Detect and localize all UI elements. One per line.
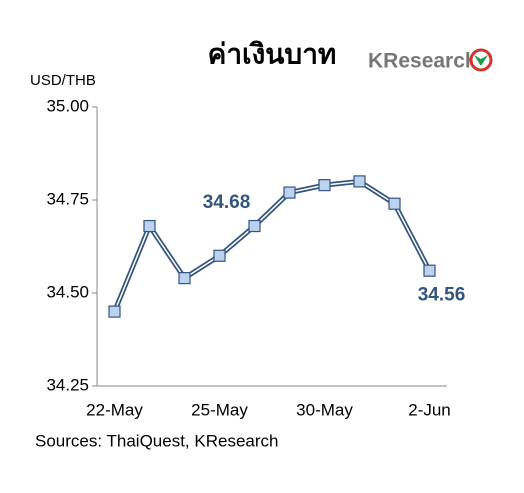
y-tick-label: 35.00 — [46, 96, 89, 115]
logo-icon — [469, 48, 493, 72]
y-axis-label: USD/THB — [30, 72, 96, 89]
data-label: 34.68 — [203, 192, 251, 213]
source: Sources: ThaiQuest, KResearch — [35, 431, 278, 450]
x-tick-label: 30-May — [296, 400, 353, 419]
marker — [318, 179, 331, 192]
y-tick-label: 34.75 — [46, 189, 89, 208]
x-tick-label: 25-May — [191, 400, 248, 419]
marker — [108, 305, 121, 318]
marker — [178, 272, 191, 285]
marker — [248, 219, 261, 233]
chart-title: ค่าเงินบาท — [208, 38, 337, 69]
marker — [283, 186, 296, 199]
marker — [388, 197, 401, 210]
marker — [423, 264, 436, 277]
logo: KResearch — [368, 50, 478, 73]
x-tick-label: 22-May — [86, 400, 143, 419]
marker — [213, 249, 226, 262]
marker — [143, 219, 156, 233]
y-tick-label: 34.25 — [46, 375, 89, 394]
line-outline — [112, 178, 432, 313]
x-tick-label: 2-Jun — [408, 400, 451, 419]
line — [113, 180, 431, 312]
marker — [353, 175, 366, 188]
data-label: 34.56 — [418, 285, 466, 306]
y-tick-label: 34.50 — [46, 282, 89, 301]
